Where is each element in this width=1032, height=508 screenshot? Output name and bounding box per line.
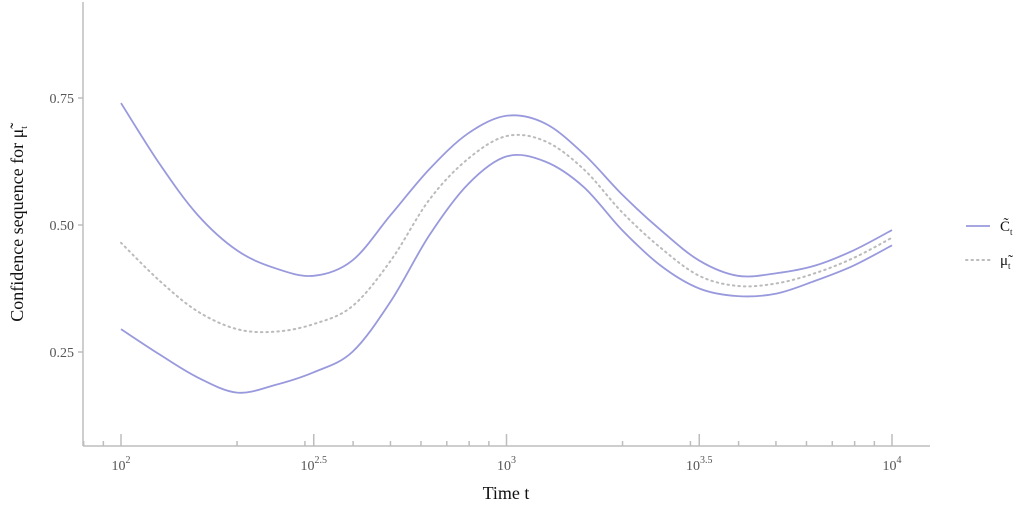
series-line-estimate <box>120 133 893 334</box>
x-tick-label: 103 <box>497 455 516 474</box>
x-tick-label-exponent: 4 <box>897 455 902 466</box>
y-ticks-group: 0.25 0.50 0.75 <box>50 92 83 361</box>
x-tick-label: 102 <box>112 455 131 474</box>
x-tick-label-exponent: 3.5 <box>700 455 713 466</box>
x-tick-label-exponent: 2.5 <box>315 455 328 466</box>
y-tick-label: 0.75 <box>50 92 75 107</box>
legend-symbol: μ̃ <box>1000 253 1013 269</box>
series-layer <box>120 102 893 394</box>
y-tick-label: 0.50 <box>50 219 75 234</box>
x-tick-label-base: 10 <box>497 459 511 474</box>
x-axis-title: Time t <box>483 483 530 503</box>
x-tick-label: 104 <box>883 455 902 474</box>
x-tick-label: 103.5 <box>686 455 713 474</box>
legend-subscript: t <box>1008 261 1011 271</box>
x-tick-label: 102.5 <box>301 455 328 474</box>
legend-label-0: C̃t <box>1000 218 1013 237</box>
series-line-lower <box>120 153 893 394</box>
y-tick-label: 0.25 <box>50 346 75 361</box>
x-tick-label-exponent: 3 <box>511 455 516 466</box>
y-axis-title: Confidence sequence for μ̃t <box>7 123 29 322</box>
x-tick-label-base: 10 <box>883 459 897 474</box>
series-line-upper <box>120 102 893 278</box>
legend-subscript: t <box>1010 227 1013 237</box>
x-tick-label-base: 10 <box>301 459 315 474</box>
x-tick-label-base: 10 <box>686 459 700 474</box>
y-axis-title-main: Confidence sequence for μ̃ <box>7 123 27 322</box>
x-ticks-group: 102 102.5 103 103.5 104 <box>82 434 902 474</box>
x-tick-label-exponent: 2 <box>126 455 131 466</box>
axes-group <box>82 2 930 447</box>
y-axis-title-subscript: t <box>19 126 29 129</box>
legend-symbol: C̃ <box>1000 218 1010 235</box>
legend-label-1: μ̃t <box>1000 253 1013 271</box>
legend: C̃tμ̃t <box>965 218 1013 271</box>
x-tick-label-base: 10 <box>112 459 126 474</box>
